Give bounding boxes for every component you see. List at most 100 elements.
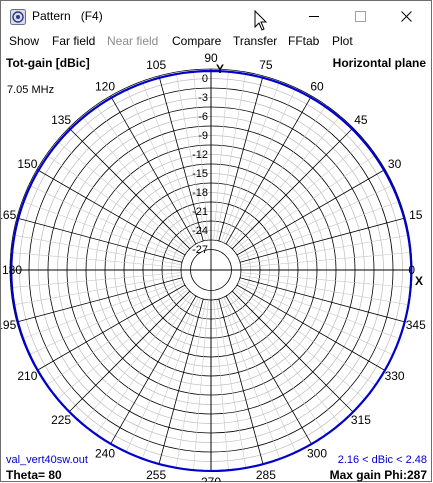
spoke-minor — [22, 279, 183, 340]
gain-range-label: 2.16 < dBic < 2.48 — [337, 454, 427, 466]
spoke-major — [36, 284, 186, 371]
spoke-major — [239, 217, 406, 263]
pattern-trace — [10, 69, 413, 473]
spoke-minor — [213, 299, 229, 471]
spoke-minor — [95, 105, 195, 246]
spoke-major — [225, 95, 312, 245]
angle-label: 15 — [409, 208, 423, 222]
spoke-minor — [223, 297, 297, 453]
radial-tick-label: -12 — [192, 149, 208, 161]
menu-show[interactable]: Show — [9, 34, 40, 48]
menu-fftab[interactable]: FFtab — [288, 34, 320, 48]
spoke-minor — [28, 184, 184, 258]
spoke-minor — [56, 140, 189, 251]
angle-label: 180 — [2, 263, 22, 277]
radial-tick-label: 0 — [202, 73, 208, 85]
spoke-major — [16, 217, 183, 263]
radial-tick-label: -27 — [192, 244, 208, 256]
spoke-major — [16, 277, 183, 323]
spoke-major — [231, 290, 354, 413]
menu-transfer[interactable]: Transfer — [233, 34, 278, 48]
spoke-minor — [81, 292, 192, 425]
spoke-major — [110, 95, 197, 245]
radial-tick-label: -21 — [192, 206, 208, 218]
theta-label: Theta= 80 — [6, 468, 62, 482]
spoke-minor — [10, 252, 182, 268]
menu-bar: Show Far field Near field Compare Transf… — [1, 32, 431, 52]
angle-label: 300 — [307, 447, 327, 461]
max-gain-label: Max gain Phi:287 — [329, 468, 427, 482]
plane-label: Horizontal plane — [332, 56, 426, 70]
menu-compare[interactable]: Compare — [172, 34, 222, 48]
spoke-minor — [227, 105, 327, 246]
minimize-button[interactable] — [291, 1, 337, 32]
angle-label: 315 — [351, 413, 371, 427]
angle-label: 135 — [51, 113, 71, 127]
x-axis-letter: X — [415, 274, 423, 288]
spoke-minor — [240, 274, 409, 306]
spoke-minor — [46, 154, 187, 254]
polar-chart: 0 -3 -6 -9 -12 -15 -18 -21 -24 -27 0 15 30 45 60 75 90 10… — [1, 52, 426, 482]
angle-label: 285 — [256, 468, 276, 482]
spoke-major — [68, 127, 191, 250]
spoke-major — [218, 298, 264, 465]
spoke-minor — [95, 294, 195, 435]
y-axis-letter: Y — [216, 62, 224, 76]
spoke-minor — [238, 282, 394, 356]
menu-near-field[interactable]: Near field — [107, 34, 159, 48]
title-bar[interactable]: Pattern (F4) — [1, 1, 431, 32]
spoke-minor — [13, 234, 182, 266]
spoke-major — [110, 295, 197, 445]
spoke-minor — [235, 286, 376, 386]
radial-tick-label: -24 — [192, 225, 208, 237]
angle-label: 120 — [95, 79, 115, 93]
angle-label: 210 — [17, 369, 37, 383]
angle-label: 270 — [201, 475, 221, 482]
polar-plot-area[interactable]: 0 -3 -6 -9 -12 -15 -18 -21 -24 -27 0 15 30 45 60 75 90 10… — [1, 52, 432, 482]
spoke-major — [218, 75, 264, 242]
angle-label: 90 — [204, 52, 218, 65]
radial-tick-label: -15 — [192, 168, 208, 180]
angle-label: 0 — [408, 263, 415, 277]
window-title: Pattern (F4) — [32, 9, 103, 23]
spoke-minor — [239, 279, 400, 340]
angle-label: 255 — [146, 468, 166, 482]
gain-label: Tot-gain [dBic] — [6, 56, 90, 70]
antenna-app-icon — [10, 9, 26, 25]
menu-plot[interactable]: Plot — [332, 34, 353, 48]
angle-label: 195 — [1, 318, 17, 332]
spoke-minor — [233, 140, 366, 251]
angle-label: 225 — [51, 413, 71, 427]
spoke-minor — [175, 299, 207, 468]
spoke-minor — [239, 200, 400, 261]
maximize-button[interactable] — [337, 1, 383, 32]
spoke-minor — [230, 292, 341, 425]
spoke-major — [239, 277, 406, 323]
spoke-major — [158, 298, 204, 465]
angle-label: 330 — [385, 369, 405, 383]
spoke-minor — [46, 286, 187, 386]
spoke-minor — [238, 184, 394, 258]
spoke-minor — [141, 81, 202, 242]
angle-label: 345 — [406, 318, 426, 332]
spoke-minor — [141, 298, 202, 459]
spoke-minor — [215, 72, 247, 241]
spoke-minor — [125, 297, 199, 453]
angle-label: 30 — [388, 157, 402, 171]
angle-label: 75 — [259, 58, 273, 72]
spoke-minor — [235, 154, 376, 254]
spoke-major — [68, 290, 191, 413]
spoke-minor — [213, 69, 229, 241]
spoke-minor — [175, 72, 207, 241]
frequency-label: 7.05 MHz — [7, 84, 55, 96]
mouse-pointer-icon — [254, 10, 268, 31]
angle-label: 240 — [95, 447, 115, 461]
close-button[interactable] — [383, 1, 429, 32]
menu-far-field[interactable]: Far field — [52, 34, 96, 48]
spoke-minor — [13, 274, 182, 306]
spoke-major — [236, 169, 386, 256]
radial-tick-label: -18 — [192, 187, 208, 199]
close-icon — [400, 11, 412, 22]
angle-label: 150 — [17, 157, 37, 171]
